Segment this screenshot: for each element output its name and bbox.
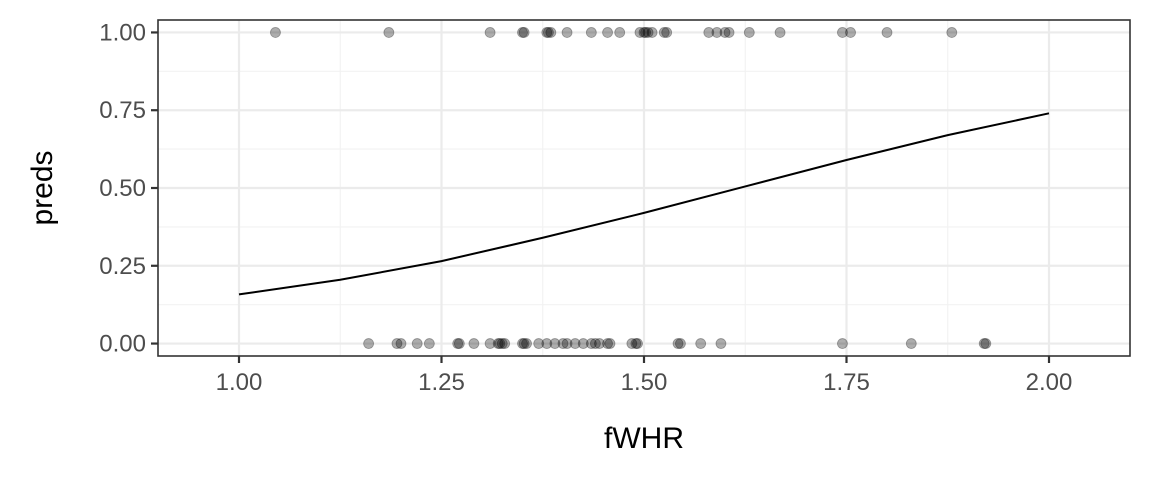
- data-point: [383, 27, 395, 38]
- data-point: [549, 338, 561, 349]
- data-point: [837, 27, 848, 38]
- x-axis-ticks: 1.00 1.25 1.50 1.75 2.00: [216, 356, 1073, 396]
- data-point: [543, 27, 554, 38]
- x-tick-label: 2.00: [1026, 369, 1073, 396]
- data-point: [484, 27, 496, 38]
- y-axis-title: preds: [26, 150, 59, 225]
- fitted-curve: [238, 112, 1050, 296]
- data-point: [602, 27, 613, 38]
- data-point: [541, 338, 553, 349]
- data-point: [494, 338, 506, 349]
- data-point: [703, 27, 715, 38]
- data-point: [557, 338, 569, 349]
- data-point: [363, 338, 375, 349]
- data-point: [723, 27, 735, 38]
- x-tick-label: 1.00: [216, 369, 263, 396]
- data-point: [561, 27, 573, 38]
- data-point: [774, 27, 786, 38]
- data-point: [711, 27, 723, 38]
- y-tick-label: 0.25: [99, 253, 146, 280]
- data-point: [719, 27, 731, 38]
- data-point: [585, 338, 597, 349]
- data-point: [395, 338, 407, 349]
- data-point: [638, 27, 650, 38]
- data-point: [675, 338, 686, 349]
- data-point: [484, 338, 496, 349]
- data-point: [978, 338, 990, 349]
- data-point: [845, 27, 856, 38]
- data-point: [452, 338, 464, 349]
- data-point: [577, 338, 589, 349]
- data-point: [545, 27, 557, 38]
- data-point: [642, 27, 654, 38]
- data-point: [517, 27, 528, 38]
- x-tick-label: 1.50: [621, 369, 668, 396]
- data-point: [499, 338, 511, 349]
- data-point: [905, 338, 917, 349]
- y-tick-label: 0.00: [99, 331, 146, 358]
- data-point: [634, 27, 646, 38]
- data-point: [695, 338, 707, 349]
- data-point: [518, 27, 530, 38]
- data-point: [658, 27, 670, 38]
- y-tick-label: 1.00: [99, 19, 146, 46]
- data-point: [632, 338, 643, 349]
- data-point: [521, 338, 532, 349]
- data-point: [496, 338, 508, 349]
- data-point: [743, 27, 755, 38]
- data-point: [585, 27, 597, 38]
- data-point: [646, 27, 658, 38]
- data-point: [492, 338, 504, 349]
- y-tick-label: 0.75: [99, 97, 146, 124]
- x-tick-label: 1.25: [418, 369, 465, 396]
- data-point: [980, 338, 992, 349]
- data-point: [533, 338, 545, 349]
- data-point: [411, 338, 423, 349]
- data-point: [614, 27, 626, 38]
- data-point: [881, 27, 893, 38]
- data-point: [672, 338, 684, 349]
- data-point: [541, 27, 553, 38]
- data-point: [270, 27, 281, 38]
- data-point: [946, 27, 958, 38]
- data-point: [604, 338, 616, 349]
- major-gridlines: [158, 20, 1130, 356]
- data-point: [630, 338, 642, 349]
- data-point: [626, 338, 638, 349]
- data-point: [561, 338, 573, 349]
- data-point: [594, 338, 605, 349]
- data-point: [661, 27, 673, 38]
- data-point: [715, 338, 727, 349]
- y-axis-ticks: 0.00 0.25 0.50 0.75 1.00: [99, 19, 158, 358]
- data-point: [518, 338, 530, 349]
- y-tick-label: 0.50: [99, 175, 146, 202]
- data-point: [569, 338, 581, 349]
- data-point: [640, 27, 652, 38]
- data-point: [517, 338, 528, 349]
- data-point: [453, 338, 465, 349]
- data-point: [391, 338, 403, 349]
- data-points: [270, 27, 992, 349]
- data-point: [590, 338, 601, 349]
- data-point: [423, 338, 435, 349]
- x-axis-title: fWHR: [604, 422, 684, 455]
- data-point: [468, 338, 480, 349]
- x-tick-label: 1.75: [823, 369, 870, 396]
- data-point: [837, 338, 848, 349]
- data-point: [602, 338, 613, 349]
